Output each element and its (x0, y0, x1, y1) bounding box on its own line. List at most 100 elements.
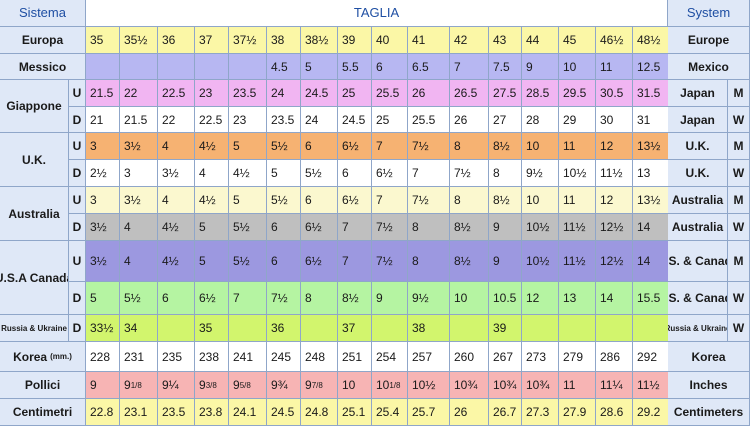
size-cell: 5½ (120, 282, 158, 315)
size-cell: 35 (195, 315, 229, 342)
size-cell: 13½ (633, 187, 669, 214)
row-label-text: Korea (13, 349, 48, 364)
size-cell: 5 (229, 133, 267, 160)
row-right-label-centimetri: Centimeters (668, 399, 750, 426)
row-label-text: Pollici (24, 378, 61, 392)
size-cell: 25.5 (408, 107, 450, 133)
gender-marker-giappone-u: M (728, 80, 750, 107)
size-cell: 24.5 (267, 399, 301, 426)
header-taglia: TAGLIA (86, 0, 668, 27)
size-cell (195, 54, 229, 80)
size-cell: 46½ (596, 27, 633, 54)
size-cell: 3½ (120, 133, 158, 160)
size-cell: 10¾ (450, 372, 489, 399)
size-cell: 3½ (86, 214, 120, 241)
row-right-label-korea: Korea (668, 342, 750, 372)
size-cell: 13 (633, 160, 669, 187)
size-cell: 286 (596, 342, 633, 372)
size-cell: 4½ (158, 214, 195, 241)
row-label-text: U.S.A Canada (0, 270, 69, 285)
side-marker-russia: D (69, 315, 86, 342)
size-cell (559, 315, 596, 342)
size-cell: 8 (408, 241, 450, 282)
size-cell: 29.5 (559, 80, 596, 107)
size-cell: 35½ (120, 27, 158, 54)
size-cell: 12 (522, 282, 559, 315)
size-cell: 35 (86, 27, 120, 54)
size-cell: 12½ (596, 214, 633, 241)
size-cell: 21.5 (86, 80, 120, 107)
size-cell: 8½ (489, 187, 522, 214)
size-cell: 24.5 (338, 107, 372, 133)
size-cell: 6 (338, 160, 372, 187)
size-cell: 7½ (408, 187, 450, 214)
side-marker-usa-u: U (69, 241, 86, 282)
header-sistema: Sistema (0, 0, 86, 27)
size-cell: 11 (559, 187, 596, 214)
size-cell: 9 (372, 282, 408, 315)
size-cell: 13 (559, 282, 596, 315)
size-cell: 12.5 (633, 54, 669, 80)
size-cell: 241 (229, 342, 267, 372)
size-cell: 39 (338, 27, 372, 54)
size-cell: 10½ (522, 241, 559, 282)
size-cell: 9 (489, 214, 522, 241)
size-cell (596, 315, 633, 342)
size-cell: 6 (267, 214, 301, 241)
side-marker-au-u: U (69, 187, 86, 214)
size-cell: 4½ (195, 187, 229, 214)
size-cell: 38 (267, 27, 301, 54)
size-cell: 235 (158, 342, 195, 372)
header-system: System (668, 0, 750, 27)
size-cell: 5 (195, 241, 229, 282)
size-cell: 7.5 (489, 54, 522, 80)
size-cell: 257 (408, 342, 450, 372)
size-cell: 5 (267, 160, 301, 187)
size-cell: 8½ (489, 133, 522, 160)
size-cell: 38 (408, 315, 450, 342)
size-cell: 273 (522, 342, 559, 372)
size-cell: 12 (596, 187, 633, 214)
size-cell: 9¼ (158, 372, 195, 399)
size-cell: 6½ (338, 187, 372, 214)
size-cell: 6½ (338, 133, 372, 160)
side-marker-giappone-u: U (69, 80, 86, 107)
size-cell: 11 (596, 54, 633, 80)
row-label-text: Messico (18, 59, 67, 74)
row-label-au-u: Australia (0, 187, 69, 241)
size-cell: 27.3 (522, 399, 559, 426)
size-cell: 29.2 (633, 399, 669, 426)
size-cell: 45 (559, 27, 596, 54)
size-cell: 37½ (229, 27, 267, 54)
size-cell: 9 (489, 241, 522, 282)
size-cell: 8 (450, 133, 489, 160)
row-label-text: Europa (21, 33, 64, 47)
size-cell: 5½ (301, 160, 338, 187)
size-cell: 254 (372, 342, 408, 372)
size-cell: 6 (267, 241, 301, 282)
size-cell: 26 (408, 80, 450, 107)
size-cell: 24.8 (301, 399, 338, 426)
size-cell: 22.5 (158, 80, 195, 107)
size-cell: 31 (633, 107, 669, 133)
size-cell: 6½ (372, 160, 408, 187)
size-cell: 5½ (229, 214, 267, 241)
size-cell: 5½ (229, 241, 267, 282)
size-cell: 25 (338, 80, 372, 107)
size-cell: 4 (195, 160, 229, 187)
size-cell: 10 (338, 372, 372, 399)
size-cell (450, 315, 489, 342)
size-cell: 4 (158, 133, 195, 160)
size-cell: 22 (120, 80, 158, 107)
gender-marker-giappone-d: W (728, 107, 750, 133)
size-cell: 36 (158, 27, 195, 54)
size-cell: 34 (120, 315, 158, 342)
size-cell: 267 (489, 342, 522, 372)
size-cell: 9 5/8 (229, 372, 267, 399)
row-label-unit: (mm.) (50, 351, 72, 361)
size-cell: 8½ (450, 241, 489, 282)
size-cell (522, 315, 559, 342)
size-cell: 10.5 (489, 282, 522, 315)
size-cell: 36 (267, 315, 301, 342)
row-right-label-au-u: Australia (668, 187, 728, 214)
